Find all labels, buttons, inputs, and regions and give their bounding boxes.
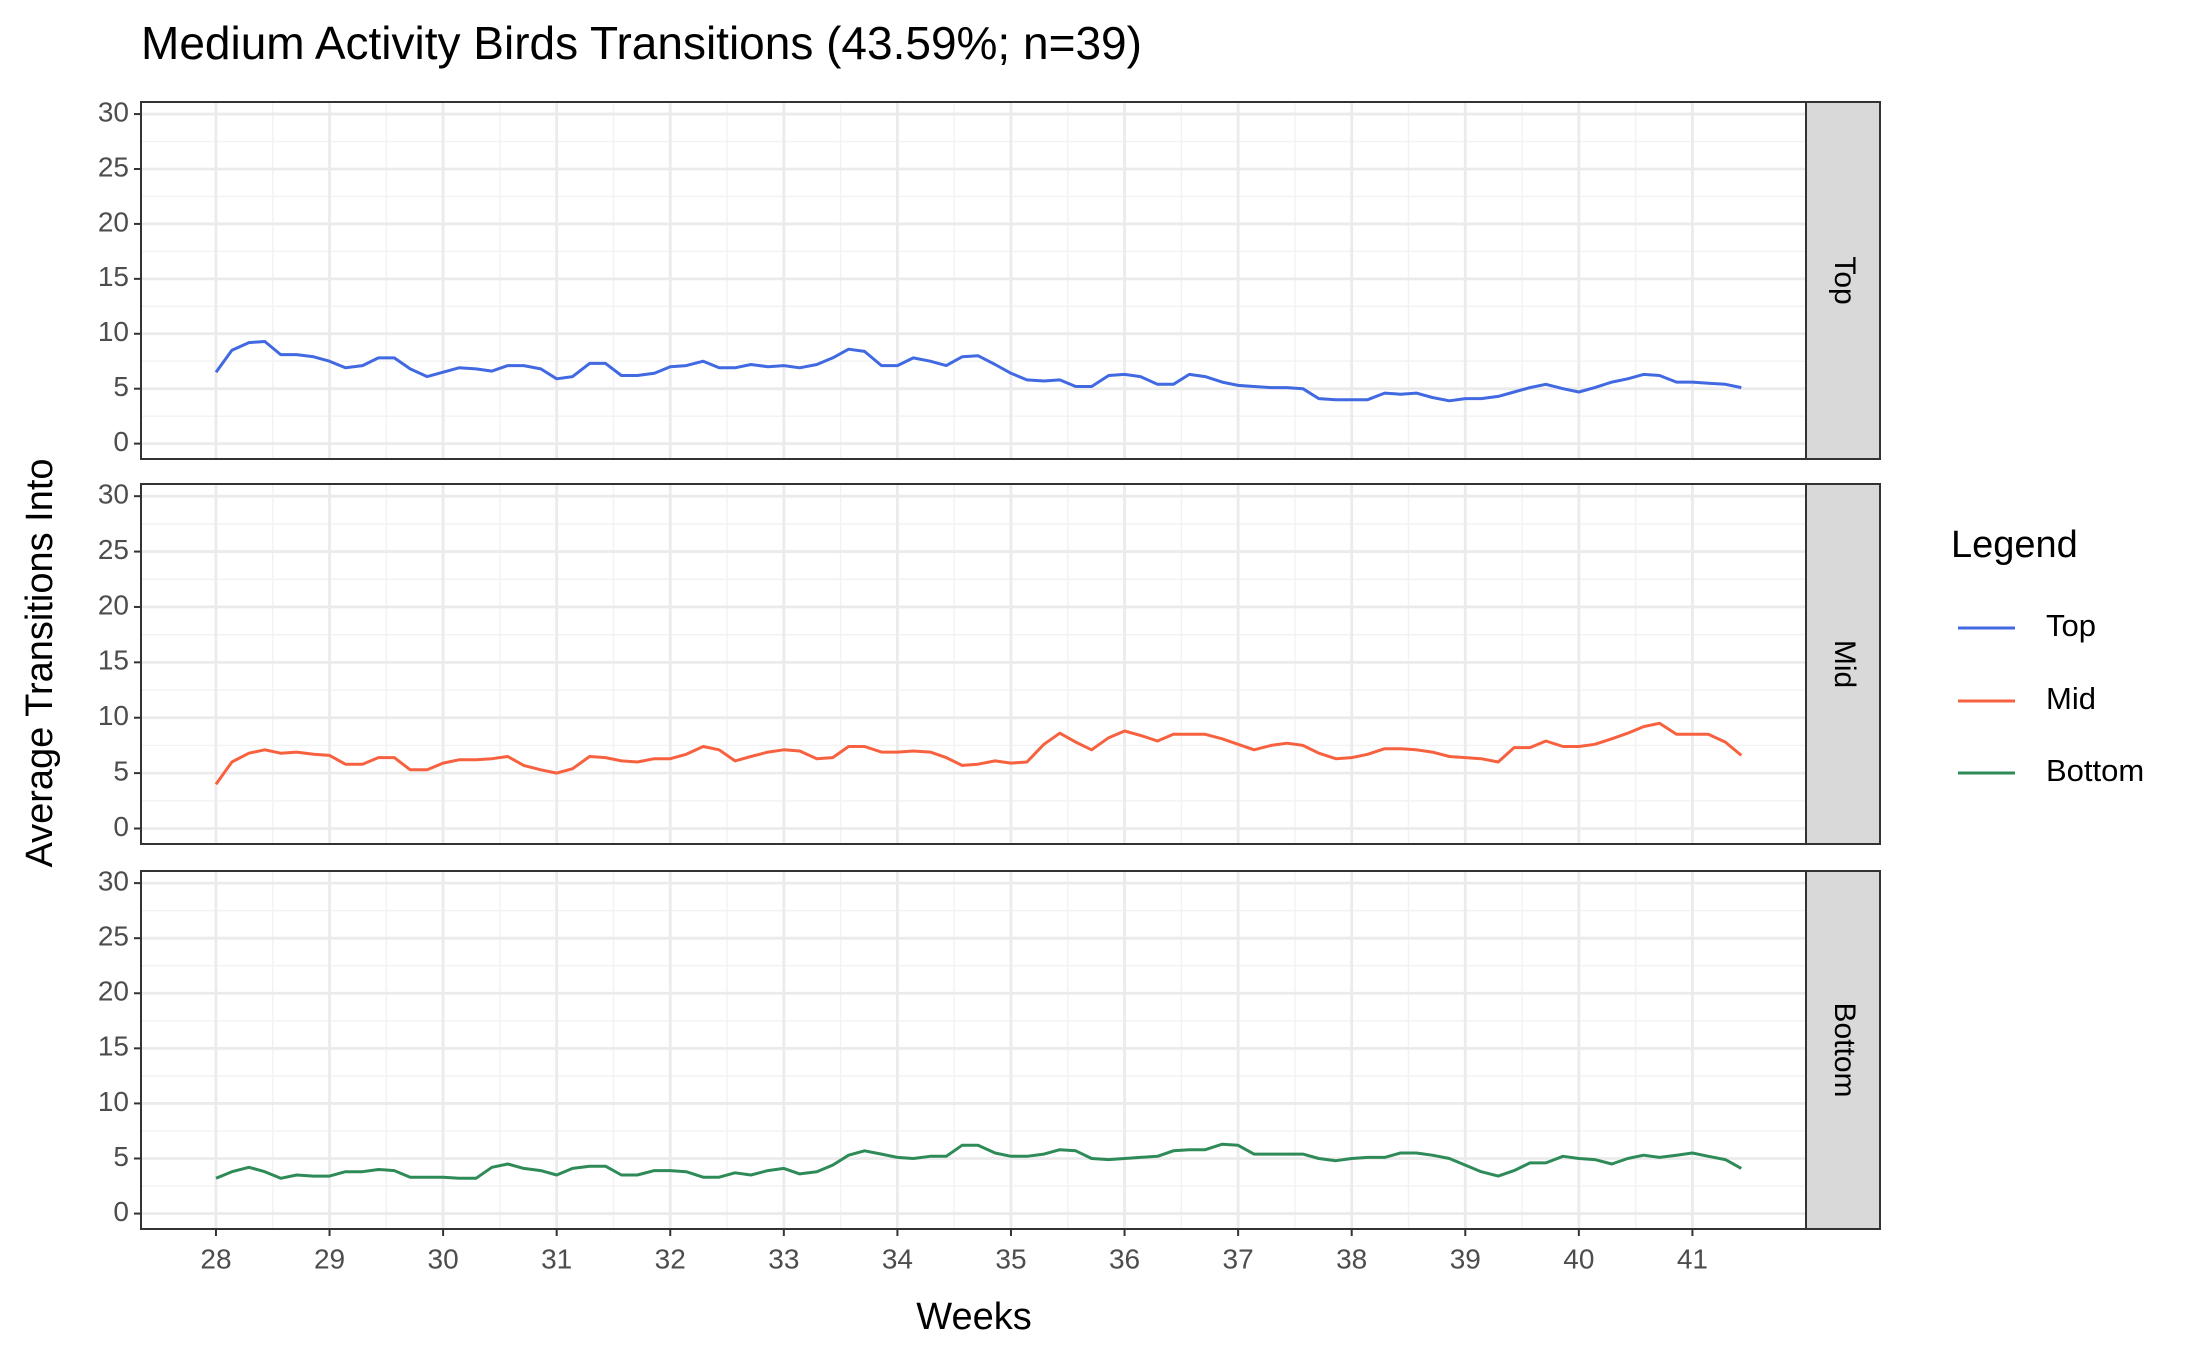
- y-tick-label: 30: [98, 479, 129, 510]
- facet-strip: [1805, 483, 1881, 845]
- facet-strip-label: Mid: [1828, 640, 1861, 688]
- y-tick-label: 5: [113, 371, 129, 402]
- x-tick-label: 40: [1563, 1243, 1594, 1274]
- x-tick-label: 41: [1677, 1243, 1708, 1274]
- y-tick-label: 20: [98, 589, 129, 620]
- y-tick-label: 0: [113, 426, 129, 457]
- x-tick-label: 33: [768, 1243, 799, 1274]
- y-tick-label: 5: [113, 1141, 129, 1172]
- y-tick-label: 30: [98, 96, 129, 127]
- y-tick-label: 30: [98, 866, 129, 897]
- x-tick-label: 39: [1450, 1243, 1481, 1274]
- series-line: [214, 721, 1743, 786]
- facet-strip-label: Top: [1828, 256, 1861, 304]
- y-tick-label: 15: [98, 1031, 129, 1062]
- x-tick-label: 35: [995, 1243, 1026, 1274]
- y-tick-label: 15: [98, 645, 129, 676]
- y-tick-label: 15: [98, 261, 129, 292]
- panel-background: [141, 484, 1806, 844]
- y-tick-label: 20: [98, 206, 129, 237]
- facet-strip-label: Bottom: [1828, 1002, 1861, 1097]
- y-tick-label: 25: [98, 534, 129, 565]
- chart-title: Medium Activity Birds Transitions (43.59…: [141, 17, 1142, 69]
- series-line: [215, 1142, 1743, 1180]
- x-axis-label: Weeks: [916, 1296, 1031, 1338]
- facet-strip: [1805, 870, 1881, 1230]
- x-tick-label: 32: [655, 1243, 686, 1274]
- y-tick-label: 10: [98, 700, 129, 731]
- series-line: [214, 340, 1742, 403]
- x-tick-label: 38: [1336, 1243, 1367, 1274]
- x-tick-label: 31: [541, 1243, 572, 1274]
- y-axis-label: Average Transitions Into: [19, 458, 61, 867]
- facet-strip: [1805, 101, 1881, 460]
- y-tick-label: 20: [98, 976, 129, 1007]
- legend-label: Top: [2046, 608, 2096, 643]
- x-tick-label: 34: [882, 1243, 913, 1274]
- x-tick-label: 37: [1223, 1243, 1254, 1274]
- x-tick-label: 36: [1109, 1243, 1140, 1274]
- legend-title: Legend: [1951, 524, 2078, 566]
- x-tick-label: 28: [200, 1243, 231, 1274]
- x-tick-label: 30: [428, 1243, 459, 1274]
- panel-background: [141, 102, 1806, 459]
- panel-background: [141, 871, 1806, 1229]
- y-tick-label: 25: [98, 921, 129, 952]
- y-tick-label: 10: [98, 1086, 129, 1117]
- x-tick-label: 29: [314, 1243, 345, 1274]
- y-tick-label: 10: [98, 316, 129, 347]
- y-tick-label: 5: [113, 755, 129, 786]
- legend-label: Bottom: [2046, 753, 2144, 788]
- legend-label: Mid: [2046, 681, 2096, 716]
- y-tick-label: 0: [113, 811, 129, 842]
- y-tick-label: 25: [98, 151, 129, 182]
- y-tick-label: 0: [113, 1196, 129, 1227]
